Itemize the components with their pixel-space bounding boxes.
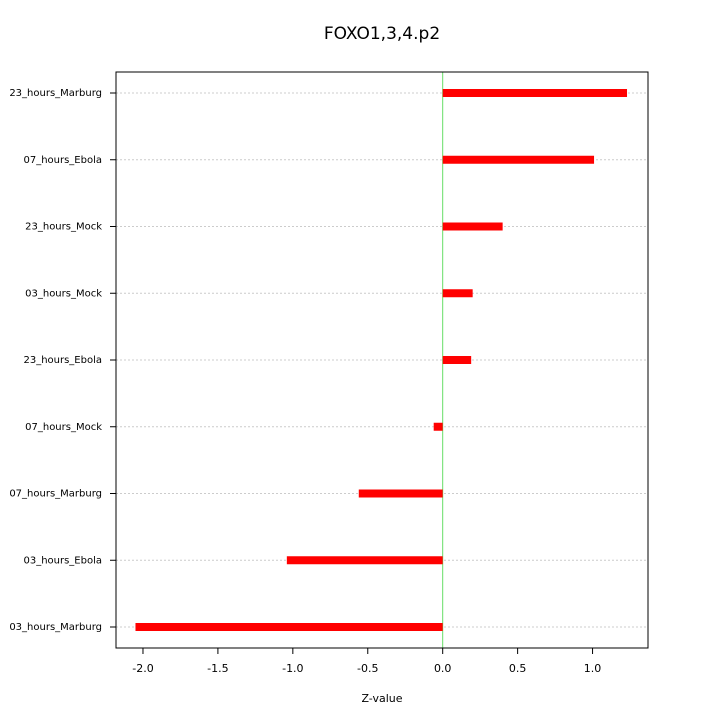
x-tick-label: -1.0	[282, 662, 303, 675]
x-tick-label: 0.0	[434, 662, 452, 675]
y-tick-label: 07_hours_Marburg	[9, 489, 102, 500]
x-tick-label: 1.0	[584, 662, 602, 675]
bar	[135, 623, 443, 631]
bar	[442, 356, 472, 364]
bar	[286, 556, 443, 565]
bar	[358, 489, 443, 498]
bar	[442, 155, 595, 164]
x-tick-label: -2.0	[132, 662, 153, 675]
y-tick-label: 03_hours_Ebola	[23, 555, 102, 566]
y-tick-label: 23_hours_Ebola	[23, 355, 102, 366]
y-tick-label: 23_hours_Marburg	[9, 88, 102, 99]
x-tick-label: 0.5	[509, 662, 527, 675]
x-axis-label: Z-value	[361, 692, 402, 705]
y-tick-label: 03_hours_Mock	[25, 288, 102, 299]
plot-frame	[115, 71, 649, 649]
x-tick-label: -0.5	[357, 662, 378, 675]
chart-title: FOXO1,3,4.p2	[324, 24, 440, 44]
y-tick-label: 23_hours_Mock	[25, 222, 102, 233]
bar	[433, 422, 443, 431]
y-tick-label: 03_hours_Marburg	[9, 622, 102, 633]
bar	[442, 289, 473, 298]
y-tick-label: 07_hours_Mock	[25, 422, 102, 433]
y-tick-label: 07_hours_Ebola	[23, 155, 102, 166]
bar	[442, 89, 628, 97]
bar	[442, 222, 503, 231]
x-tick-label: -1.5	[207, 662, 228, 675]
